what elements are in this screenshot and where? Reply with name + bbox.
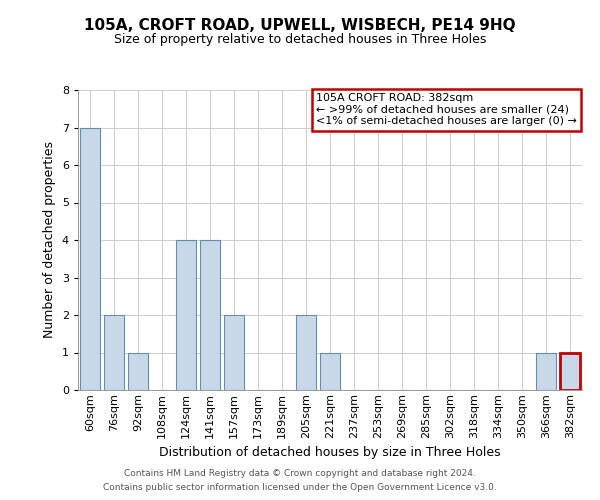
Text: Size of property relative to detached houses in Three Holes: Size of property relative to detached ho…	[114, 32, 486, 46]
Text: 105A, CROFT ROAD, UPWELL, WISBECH, PE14 9HQ: 105A, CROFT ROAD, UPWELL, WISBECH, PE14 …	[84, 18, 516, 32]
Bar	[560, 352, 580, 390]
Text: 105A CROFT ROAD: 382sqm
← >99% of detached houses are smaller (24)
<1% of semi-d: 105A CROFT ROAD: 382sqm ← >99% of detach…	[316, 93, 577, 126]
Bar	[128, 352, 148, 390]
Bar	[320, 352, 340, 390]
Text: Contains public sector information licensed under the Open Government Licence v3: Contains public sector information licen…	[103, 484, 497, 492]
Bar	[296, 315, 316, 390]
Bar	[104, 315, 124, 390]
Bar	[224, 315, 244, 390]
Bar	[176, 240, 196, 390]
Bar	[80, 128, 100, 390]
Bar	[536, 352, 556, 390]
Y-axis label: Number of detached properties: Number of detached properties	[43, 142, 56, 338]
Bar	[560, 352, 580, 390]
Bar	[200, 240, 220, 390]
X-axis label: Distribution of detached houses by size in Three Holes: Distribution of detached houses by size …	[159, 446, 501, 459]
Text: Contains HM Land Registry data © Crown copyright and database right 2024.: Contains HM Land Registry data © Crown c…	[124, 468, 476, 477]
